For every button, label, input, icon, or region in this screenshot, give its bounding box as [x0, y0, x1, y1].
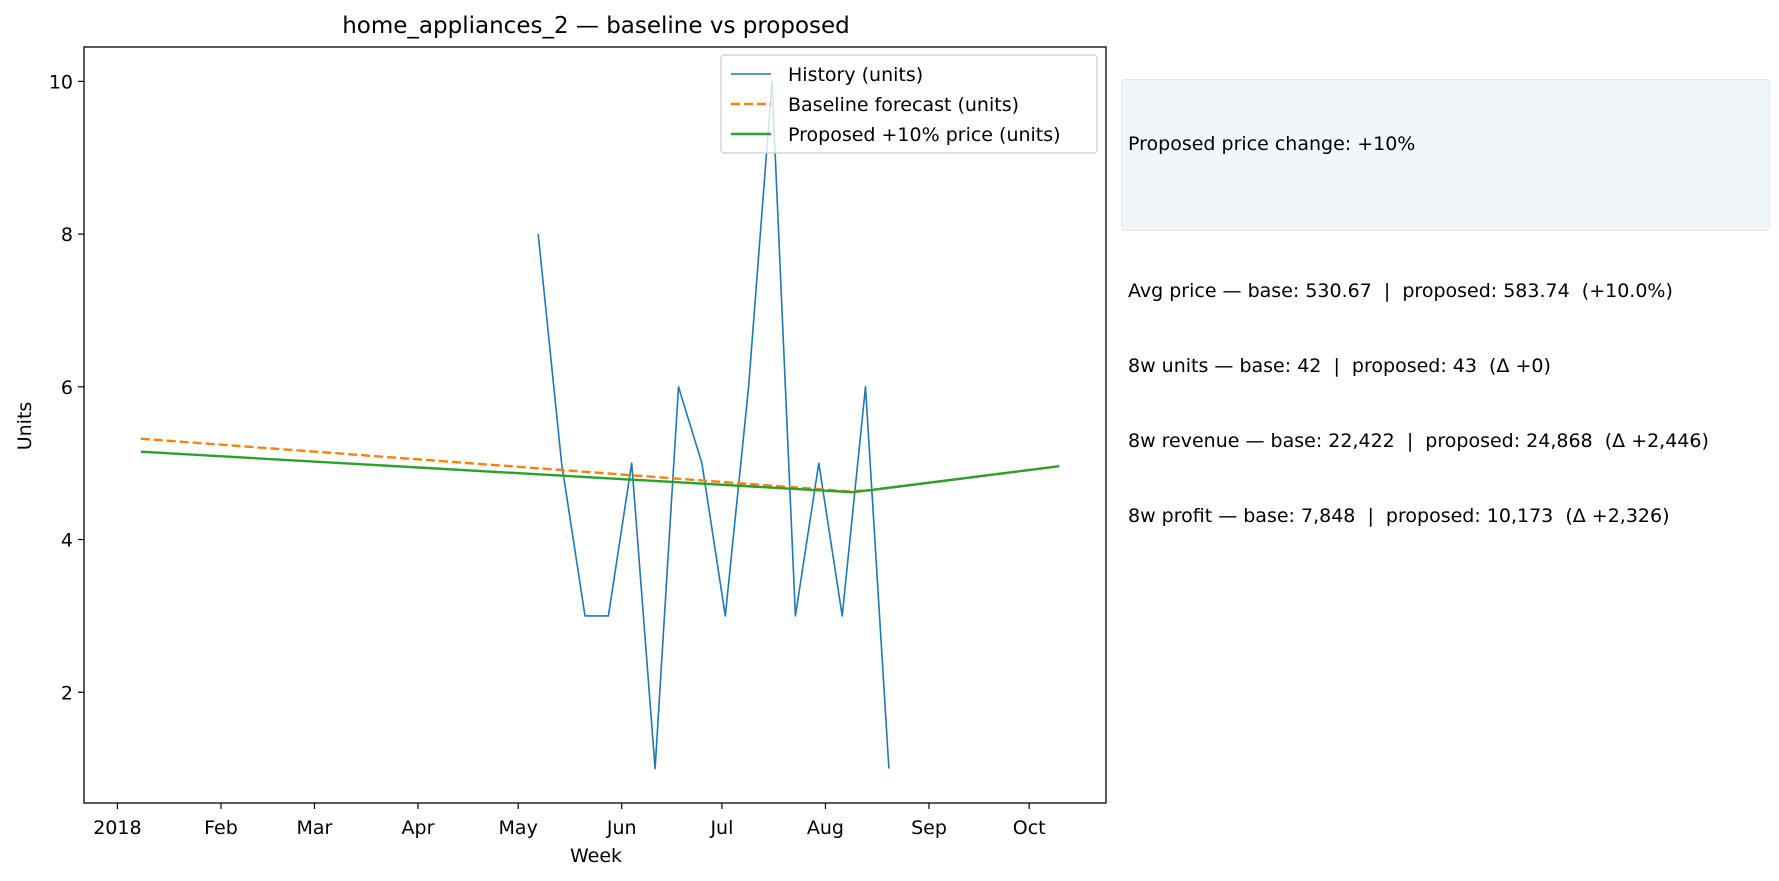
series-line-1	[537, 80, 890, 770]
x-tick-label: Aug	[807, 817, 844, 839]
plot-area: 2 4 6 8 10 2018 Feb Mar Apr May Jun Jul Aug Sep Oct His…	[49, 46, 1107, 839]
y-tick-label: 4	[61, 530, 73, 552]
y-axis-label: Units	[14, 402, 36, 451]
legend-label-2: Baseline forecast (units)	[788, 94, 1019, 116]
y-tick-label: 2	[61, 682, 73, 704]
info-avg-price: Avg price — base: 530.67 | proposed: 583…	[1128, 280, 1673, 302]
info-8w-revenue: 8w revenue — base: 22,422 | proposed: 24…	[1128, 430, 1709, 452]
x-tick-label: 2018	[93, 817, 141, 839]
x-tick-label: Jun	[606, 817, 637, 839]
x-axis-label: Week	[570, 845, 622, 867]
series-line-3	[140, 450, 1060, 494]
x-tick-label: Oct	[1013, 817, 1046, 839]
legend-label-3: Proposed +10% price (units)	[788, 124, 1061, 146]
price-scenario-info-box: Proposed price change: +10% Avg price — …	[1121, 79, 1770, 527]
chart-title: home_appliances_2 — baseline vs proposed	[342, 13, 850, 39]
info-8w-profit: 8w profit — base: 7,848 | proposed: 10,1…	[1128, 505, 1670, 527]
plot-frame	[83, 46, 1107, 804]
x-tick-label: Apr	[402, 817, 435, 839]
info-8w-units: 8w units — base: 42 | proposed: 43 (Δ +0…	[1128, 355, 1551, 377]
x-tick-label: Mar	[297, 817, 333, 839]
x-tick-label: Sep	[911, 817, 947, 839]
y-tick-label: 6	[61, 377, 73, 399]
legend-box	[720, 54, 1098, 154]
x-tick-label: Jul	[709, 817, 733, 839]
info-spacer	[1128, 207, 1763, 229]
y-tick-label: 8	[61, 224, 73, 246]
x-tick-label: Feb	[204, 817, 238, 839]
x-tick-label: May	[499, 817, 538, 839]
info-price-change: Proposed price change: +10%	[1128, 133, 1416, 155]
legend-label-1: History (units)	[788, 64, 923, 86]
y-tick-label: 10	[49, 71, 73, 93]
